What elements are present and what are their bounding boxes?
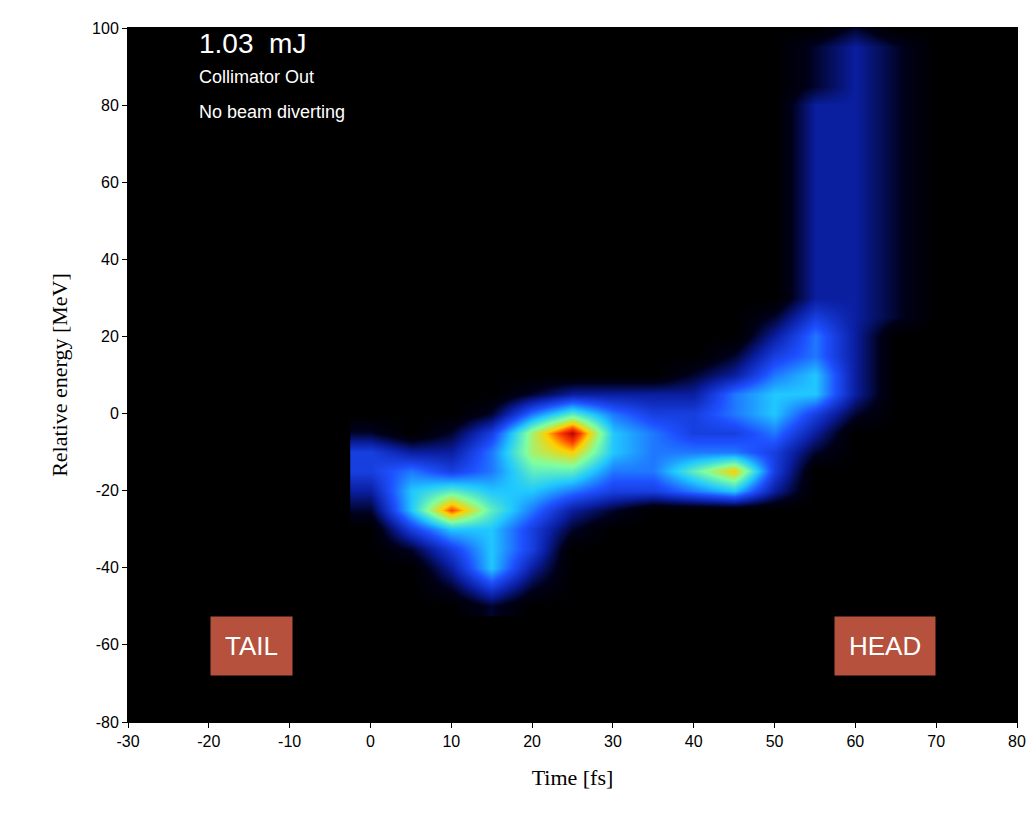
svg-text:30: 30 <box>604 733 622 750</box>
svg-text:60: 60 <box>101 174 119 191</box>
svg-text:60: 60 <box>846 733 864 750</box>
svg-text:-30: -30 <box>116 733 139 750</box>
svg-text:40: 40 <box>101 251 119 268</box>
svg-text:100: 100 <box>92 20 119 37</box>
svg-text:70: 70 <box>927 733 945 750</box>
svg-text:20: 20 <box>101 328 119 345</box>
svg-text:20: 20 <box>523 733 541 750</box>
svg-text:Time [fs]: Time [fs] <box>532 765 614 790</box>
svg-text:No beam diverting: No beam diverting <box>199 102 345 122</box>
svg-text:-80: -80 <box>96 714 119 731</box>
svg-text:-20: -20 <box>197 733 220 750</box>
svg-text:80: 80 <box>1008 733 1026 750</box>
svg-text:-40: -40 <box>96 559 119 576</box>
svg-text:0: 0 <box>110 405 119 422</box>
svg-text:10: 10 <box>442 733 460 750</box>
svg-text:40: 40 <box>685 733 703 750</box>
svg-text:-60: -60 <box>96 636 119 653</box>
svg-text:TAIL: TAIL <box>225 631 278 661</box>
svg-text:HEAD: HEAD <box>849 631 921 661</box>
svg-text:-10: -10 <box>278 733 301 750</box>
svg-text:Relative energy [MeV]: Relative energy [MeV] <box>47 273 72 477</box>
svg-text:1.03 mJ: 1.03 mJ <box>199 28 306 59</box>
svg-text:80: 80 <box>101 97 119 114</box>
svg-text:Collimator Out: Collimator Out <box>199 67 314 87</box>
svg-text:-20: -20 <box>96 482 119 499</box>
svg-text:0: 0 <box>366 733 375 750</box>
svg-text:50: 50 <box>766 733 784 750</box>
